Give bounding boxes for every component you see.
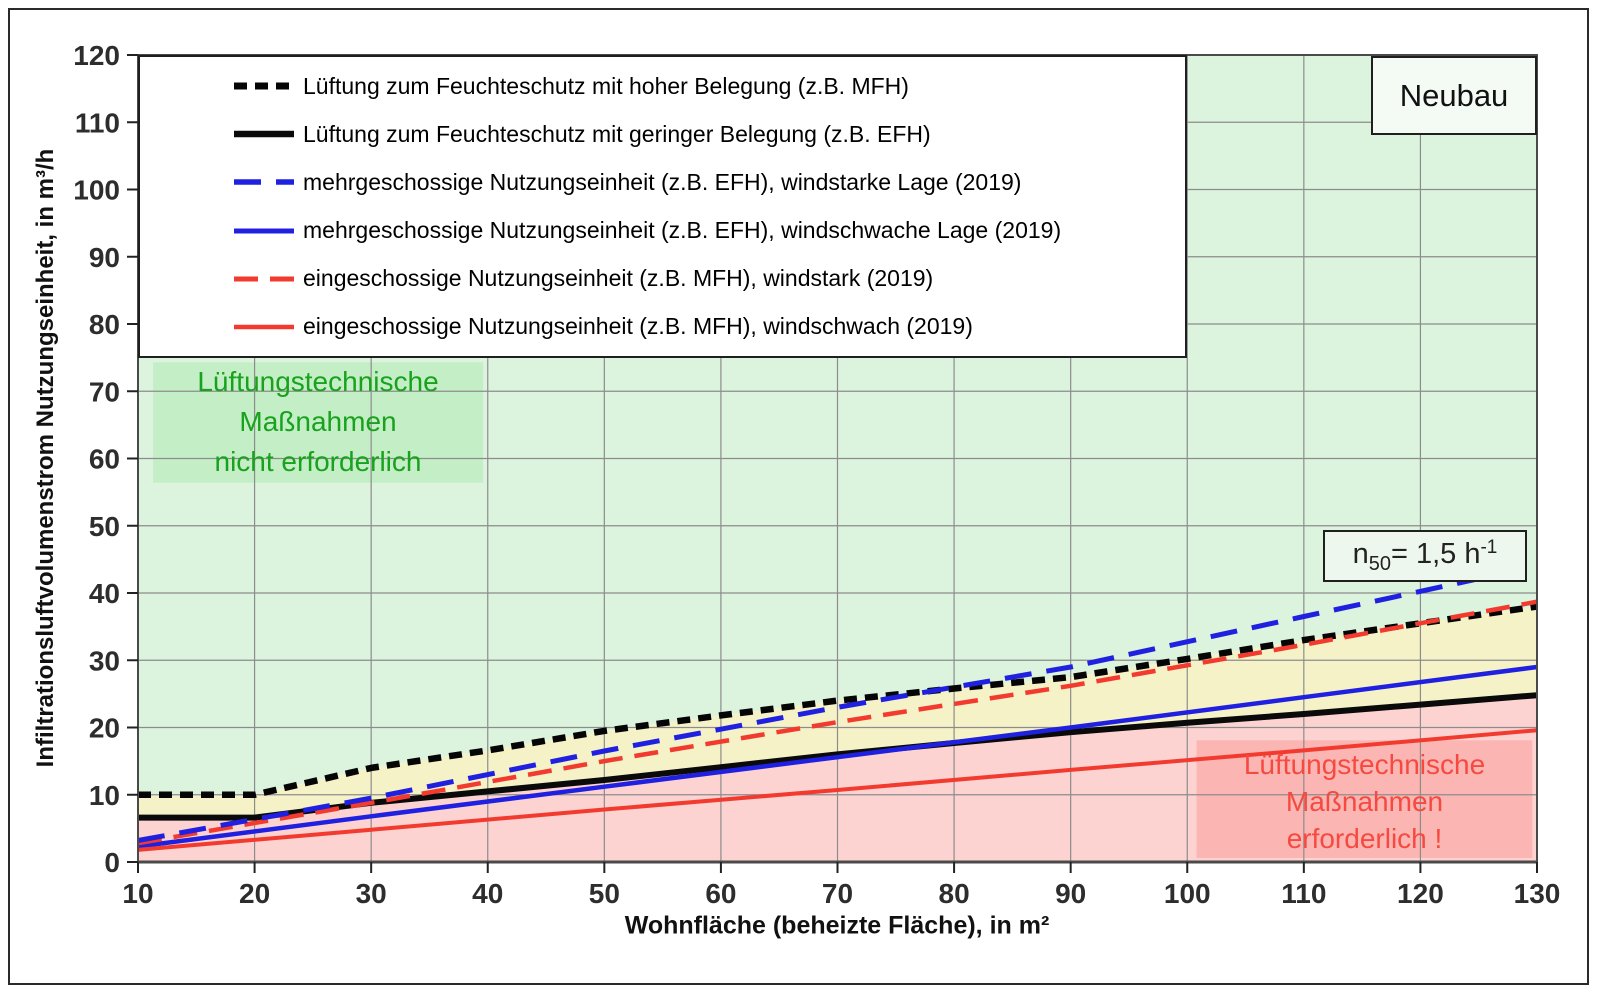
y-axis-title: Infiltrationsluftvolumenstrom Nutzungsei…	[32, 148, 59, 768]
legend-label: eingeschossige Nutzungseinheit (z.B. MFH…	[303, 265, 934, 292]
x-tick-label-10: 10	[122, 878, 153, 909]
legend-marker-blue-dashed-icon	[234, 179, 294, 186]
legend-marker-black-dashed-icon	[234, 82, 294, 90]
x-tick-label-130: 130	[1514, 878, 1561, 909]
y-tick-label-40: 40	[89, 578, 120, 609]
curve-red_dashed	[137, 599, 1538, 846]
x-tick-label-30: 30	[356, 878, 387, 909]
x-tick-label-80: 80	[939, 878, 970, 909]
x-tick-label-20: 20	[239, 878, 270, 909]
legend-marker-blue-solid-icon	[234, 228, 294, 234]
x-tick-label-120: 120	[1397, 878, 1444, 909]
y-tick-label-60: 60	[89, 444, 120, 475]
legend-marker-red-solid-icon	[234, 324, 294, 330]
legend-label: Lüftung zum Feuchteschutz mit hoher Bele…	[303, 72, 909, 99]
green-zone-box	[153, 362, 484, 483]
x-tick-label-110: 110	[1281, 878, 1326, 909]
curve-blue_dashed	[137, 563, 1538, 843]
x-tick-label-90: 90	[1055, 878, 1086, 909]
chart-legend: Lüftung zum Feuchteschutz mit hoher Bele…	[138, 55, 1187, 358]
y-tick-label-100: 100	[73, 175, 120, 206]
legend-marker-red-dashed-icon	[234, 276, 294, 282]
y-tick-label-90: 90	[89, 242, 120, 273]
y-tick-label-20: 20	[89, 713, 120, 744]
pink-zone-box	[1196, 740, 1533, 858]
y-tick-label-70: 70	[89, 376, 120, 407]
legend-row-eingeschossig-windschwach: eingeschossige Nutzungseinheit (z.B. MFH…	[140, 304, 1185, 350]
legend-marker-black-solid-icon	[234, 131, 294, 138]
x-tick-label-70: 70	[822, 878, 853, 909]
legend-label: mehrgeschossige Nutzungseinheit (z.B. EF…	[303, 168, 1022, 195]
legend-row-mehrgeschossig-windschwach: mehrgeschossige Nutzungseinheit (z.B. EF…	[140, 208, 1185, 254]
y-tick-label-80: 80	[89, 309, 120, 340]
x-tick-label-100: 100	[1164, 878, 1211, 909]
y-tick-label-10: 10	[89, 780, 120, 811]
x-tick-label-50: 50	[589, 878, 620, 909]
legend-label: eingeschossige Nutzungseinheit (z.B. MFH…	[303, 313, 973, 340]
legend-row-feuchteschutz-gering: Lüftung zum Feuchteschutz mit geringer B…	[140, 111, 1185, 157]
n50-box: n50= 1,5 h-1	[1323, 530, 1527, 582]
legend-row-eingeschossig-windstark: eingeschossige Nutzungseinheit (z.B. MFH…	[140, 256, 1185, 302]
x-tick-label-40: 40	[472, 878, 503, 909]
curve-black_dashed	[138, 603, 1538, 799]
curve-blue_solid	[137, 664, 1538, 849]
legend-row-mehrgeschossig-windstark: mehrgeschossige Nutzungseinheit (z.B. EF…	[140, 159, 1185, 205]
y-tick-label-50: 50	[89, 511, 120, 542]
x-axis-title: Wohnfläche (beheizte Fläche), in m²	[624, 911, 1050, 940]
y-tick-label-120: 120	[73, 40, 120, 71]
neubau-label: Neubau	[1399, 77, 1509, 113]
neubau-box: Neubau	[1371, 56, 1537, 135]
n50-label: n50= 1,5 h-1	[1352, 536, 1498, 575]
y-tick-label-110: 110	[75, 107, 120, 138]
x-tick-label-60: 60	[705, 878, 736, 909]
legend-label: Lüftung zum Feuchteschutz mit geringer B…	[303, 120, 931, 147]
legend-label: mehrgeschossige Nutzungseinheit (z.B. EF…	[303, 217, 1062, 244]
legend-row-feuchteschutz-hoch: Lüftung zum Feuchteschutz mit hoher Bele…	[140, 63, 1185, 109]
y-tick-label-30: 30	[89, 645, 120, 676]
curve-red_solid	[137, 728, 1538, 852]
y-tick-label-0: 0	[104, 847, 120, 878]
